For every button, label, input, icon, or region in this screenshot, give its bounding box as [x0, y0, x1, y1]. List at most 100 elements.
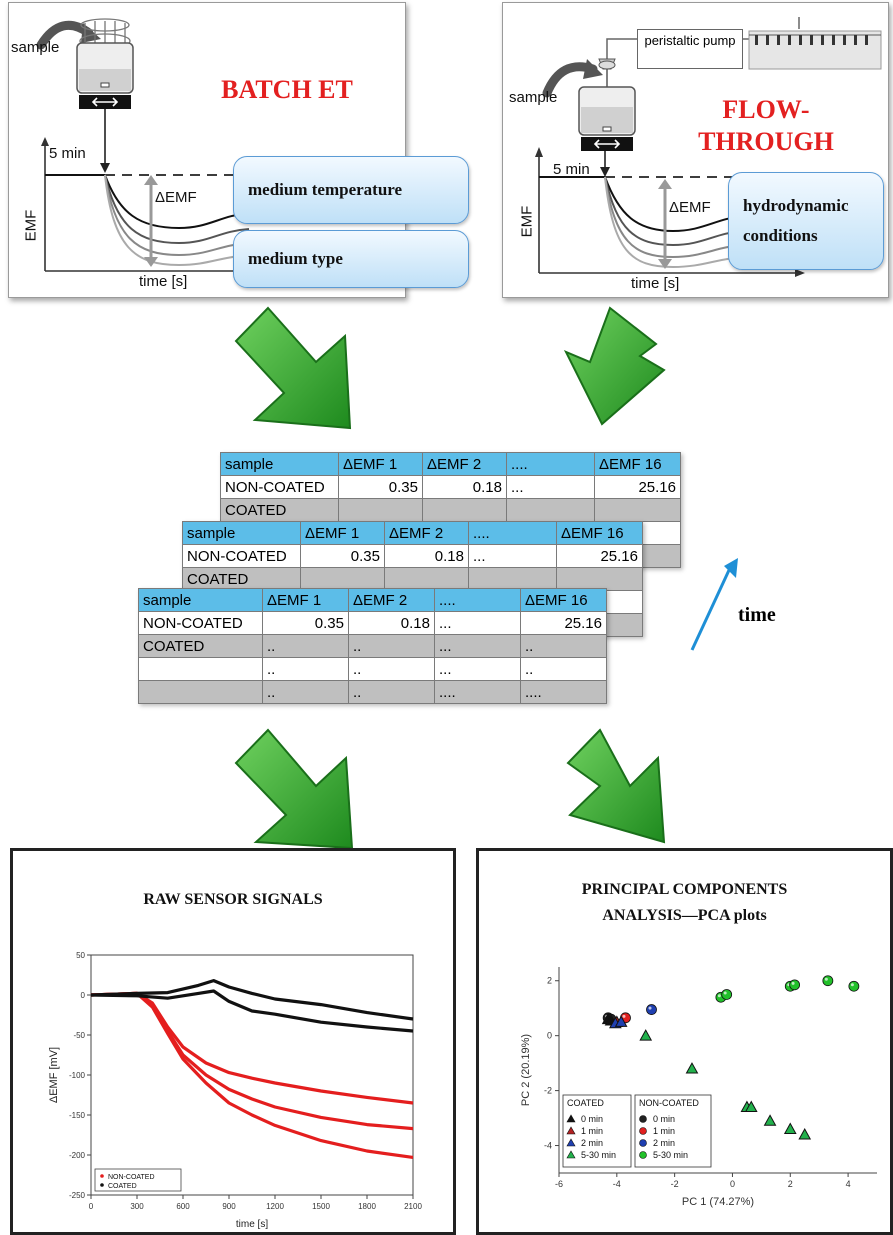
pca-title-line1: PRINCIPAL COMPONENTS	[581, 881, 788, 898]
raw-x-tick-label: 900	[222, 1202, 236, 1211]
pca-legend-coated-label: 1 min	[581, 1126, 603, 1136]
param-medium-temperature: medium temperature	[233, 156, 469, 224]
table-cell	[138, 680, 263, 704]
raw-x-axis-label: time [s]	[236, 1219, 268, 1230]
pca-point-highlight	[723, 991, 727, 995]
pca-legend-coated-label: 5-30 min	[581, 1150, 616, 1160]
table-cell: ...	[506, 475, 595, 499]
raw-plot-frame	[90, 954, 414, 1196]
raw-y-tick-label: 0	[81, 991, 86, 1000]
header-cell: ΔEMF 16	[520, 588, 607, 612]
peristaltic-pump-label: peristaltic pump	[644, 33, 736, 48]
table-row: COATED	[182, 567, 643, 591]
table-front-header: sample ΔEMF 1 ΔEMF 2 .... ΔEMF 16	[138, 588, 607, 612]
table-row: NON-COATED 0.35 0.18 ... 25.16	[182, 544, 643, 568]
flow-x-label: time [s]	[631, 275, 680, 292]
table-cell: 0.18	[384, 544, 469, 568]
raw-x-tick-label: 300	[130, 1202, 144, 1211]
pca-x-axis-label: PC 1 (74.27%)	[682, 1196, 754, 1208]
pca-point-triangle	[685, 1062, 699, 1074]
pca-point-highlight	[622, 1014, 626, 1018]
table-cell: COATED	[220, 498, 339, 522]
table-cell: ..	[348, 680, 435, 704]
header-cell: ΔEMF 16	[594, 452, 681, 476]
pca-legend-noncoated-label: 5-30 min	[653, 1150, 688, 1160]
flow-schematic	[535, 17, 882, 277]
pca-point-circle	[721, 989, 733, 1000]
flow-title-line1: FLOW-	[722, 95, 810, 124]
raw-legend-label: COATED	[108, 1183, 137, 1190]
table-cell: ..	[520, 634, 607, 658]
table-middle-header: sample ΔEMF 1 ΔEMF 2 .... ΔEMF 16	[182, 521, 643, 545]
raw-y-tick-label: 50	[76, 951, 85, 960]
pca-point-circle	[822, 975, 834, 987]
time-label: time	[738, 604, 776, 626]
table-cell: ...	[468, 544, 557, 568]
table-cell: ...	[434, 657, 521, 681]
table-cell: ...	[434, 611, 521, 635]
pca-legend-coated-marker	[566, 1126, 576, 1135]
pca-legend-noncoated-title: NON-COATED	[639, 1098, 699, 1108]
arrow-table-right-down	[566, 728, 666, 844]
table-row: NON-COATED 0.35 0.18 ... 25.16	[138, 611, 607, 635]
header-cell: ΔEMF 1	[300, 521, 385, 545]
param-hydro-line1: hydrodynamic	[743, 196, 849, 215]
param-hydrodynamic-conditions: hydrodynamic conditions	[728, 172, 884, 270]
pca-legend-coated-marker	[566, 1114, 576, 1123]
table-cell: COATED	[182, 567, 301, 591]
table-cell: COATED	[138, 634, 263, 658]
table-cell: ..	[262, 680, 349, 704]
table-cell: 25.16	[520, 611, 607, 635]
pca-point-triangle	[763, 1114, 777, 1126]
pca-point-circle	[789, 979, 801, 991]
table-row: NON-COATED 0.35 0.18 ... 25.16	[220, 475, 681, 499]
pca-y-tick-label: -2	[544, 1086, 552, 1096]
batch-title: BATCH ET	[221, 75, 353, 104]
table-cell: 0.18	[348, 611, 435, 635]
table-row: COATED	[220, 498, 681, 522]
pca-point-triangle	[798, 1128, 812, 1140]
pca-point-circle	[646, 1004, 657, 1015]
pca-point-triangle	[614, 1015, 628, 1027]
raw-x-tick-label: 1200	[266, 1202, 284, 1211]
raw-x-tick-label: 0	[89, 1202, 94, 1211]
pca-legend-noncoated-box	[634, 1094, 712, 1168]
pca-legend-coated-label: 0 min	[581, 1114, 603, 1124]
flow-delta-label: ΔEMF	[669, 199, 711, 216]
table-cell: NON-COATED	[182, 544, 301, 568]
flow-sample-label: sample	[509, 89, 558, 106]
table-cell: 0.35	[338, 475, 423, 499]
pca-legend-noncoated-marker	[639, 1115, 647, 1123]
pca-point-triangle	[783, 1122, 797, 1134]
header-cell: sample	[182, 521, 301, 545]
header-cell: ΔEMF 1	[262, 588, 349, 612]
raw-signals-panel: RAW SENSOR SIGNALS 0 300 600 900 1200 1500 180…	[10, 848, 456, 1235]
raw-chart-title: RAW SENSOR SIGNALS	[143, 891, 323, 908]
pca-y-tick-label: 2	[547, 976, 552, 986]
raw-y-tick-label: -200	[69, 1151, 86, 1160]
raw-legend-label: NON-COATED	[108, 1174, 155, 1181]
batch-et-panel: sample 5 min ΔEMF EMF time [s] BATCH ET	[8, 2, 406, 298]
pca-point-circle	[848, 980, 860, 992]
pca-legend-noncoated-marker	[639, 1151, 647, 1159]
header-cell: ΔEMF 16	[556, 521, 643, 545]
pca-legend-noncoated-label: 2 min	[653, 1138, 675, 1148]
table-cell: 0.18	[422, 475, 507, 499]
param-hydro-line2: conditions	[743, 226, 818, 245]
table-front: sample ΔEMF 1 ΔEMF 2 .... ΔEMF 16 NON-CO…	[138, 588, 607, 704]
pca-x-tick-label: 0	[730, 1179, 735, 1189]
pca-point-highlight	[850, 983, 854, 987]
pca-legend-coated-title: COATED	[567, 1098, 604, 1108]
pca-y-axis-label: PC 2 (20.19%)	[520, 1034, 532, 1106]
time-arrow	[690, 567, 732, 651]
raw-legend-box	[94, 1168, 182, 1192]
header-cell: sample	[138, 588, 263, 612]
raw-y-tick-label: -150	[69, 1111, 86, 1120]
batch-sample-label: sample	[11, 39, 60, 56]
table-cell: ..	[348, 657, 435, 681]
pca-x-tick-label: -2	[671, 1179, 679, 1189]
table-cell: ....	[434, 680, 521, 704]
table-back-header: sample ΔEMF 1 ΔEMF 2 .... ΔEMF 16	[220, 452, 681, 476]
pca-legend-coated-marker	[566, 1138, 576, 1147]
